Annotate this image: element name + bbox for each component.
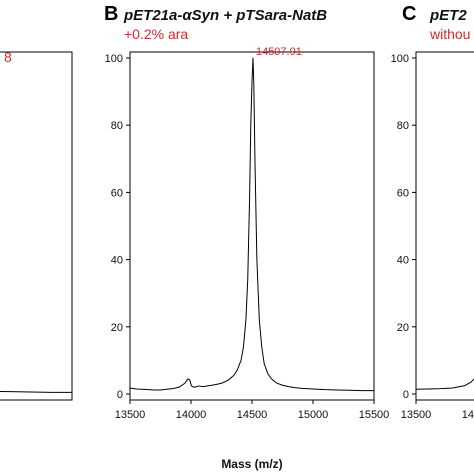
panel-c-y-tick-label: 20 xyxy=(397,322,409,334)
panel-c-x-ticks: 13500 14000 xyxy=(401,400,474,421)
panel-b-x-tick-label: 13500 xyxy=(115,409,146,421)
panel-b-y-tick-label: 80 xyxy=(111,120,123,132)
panel-b-y-tick-label: 60 xyxy=(111,187,123,199)
panel-b-x-tick-label: 14500 xyxy=(237,409,268,421)
panel-b-peak-label: 14507.91 xyxy=(256,46,302,58)
panel-c-x-tick-label: 13500 xyxy=(401,409,432,421)
panel-c-title-fragment: pET2 xyxy=(429,7,467,24)
panel-b-x-tick-label: 14000 xyxy=(176,409,207,421)
panel-b-subtitle: +0.2% ara xyxy=(124,26,188,42)
panel-b-x-tick-label: 15000 xyxy=(298,409,329,421)
panel-c-y-tick-label: 40 xyxy=(397,255,409,267)
panel-b-y-ticks: 0 20 40 60 80 100 xyxy=(105,53,130,401)
panel-a-subtitle-fragment: 8 xyxy=(4,49,12,65)
panel-b-y-tick-label: 40 xyxy=(111,255,123,267)
panel-b: B pET21a-αSyn + pTSara-NatB +0.2% ara 0 2… xyxy=(104,3,389,471)
panel-b-plot-frame xyxy=(129,51,375,401)
panel-c-y-ticks: 0 20 40 60 80 100 xyxy=(391,53,416,401)
panel-b-y-tick-label: 100 xyxy=(105,53,123,65)
panel-c-x-tick-label: 14000 xyxy=(462,409,474,421)
panel-b-y-tick-label: 0 xyxy=(117,389,123,401)
panel-a-spectrum-line xyxy=(0,390,72,393)
panel-a-plot-frame xyxy=(0,51,73,401)
panel-c-y-tick-label: 100 xyxy=(391,53,409,65)
panel-c-letter: C xyxy=(402,3,416,25)
panel-c: C pET2 withou 0 20 40 60 80 100 13500 14000 xyxy=(391,3,474,421)
panel-b-x-ticks: 13500 14000 14500 15000 15500 xyxy=(115,400,390,421)
panel-b-title: pET21a-αSyn + pTSara-NatB xyxy=(123,7,327,24)
panel-c-y-tick-label: 60 xyxy=(397,187,409,199)
panel-c-plot-frame xyxy=(415,51,474,401)
panel-c-spectrum-line xyxy=(415,378,474,390)
panel-c-y-tick-label: 80 xyxy=(397,120,409,132)
panel-b-x-axis-title: Mass (m/z) xyxy=(221,457,282,471)
panel-b-spectrum-line xyxy=(129,57,374,392)
panel-c-subtitle-fragment: withou xyxy=(429,26,470,42)
panel-b-y-tick-label: 20 xyxy=(111,322,123,334)
panel-b-letter: B xyxy=(104,3,118,25)
panel-b-x-tick-label: 15500 xyxy=(359,409,390,421)
panel-c-y-tick-label: 0 xyxy=(403,389,409,401)
